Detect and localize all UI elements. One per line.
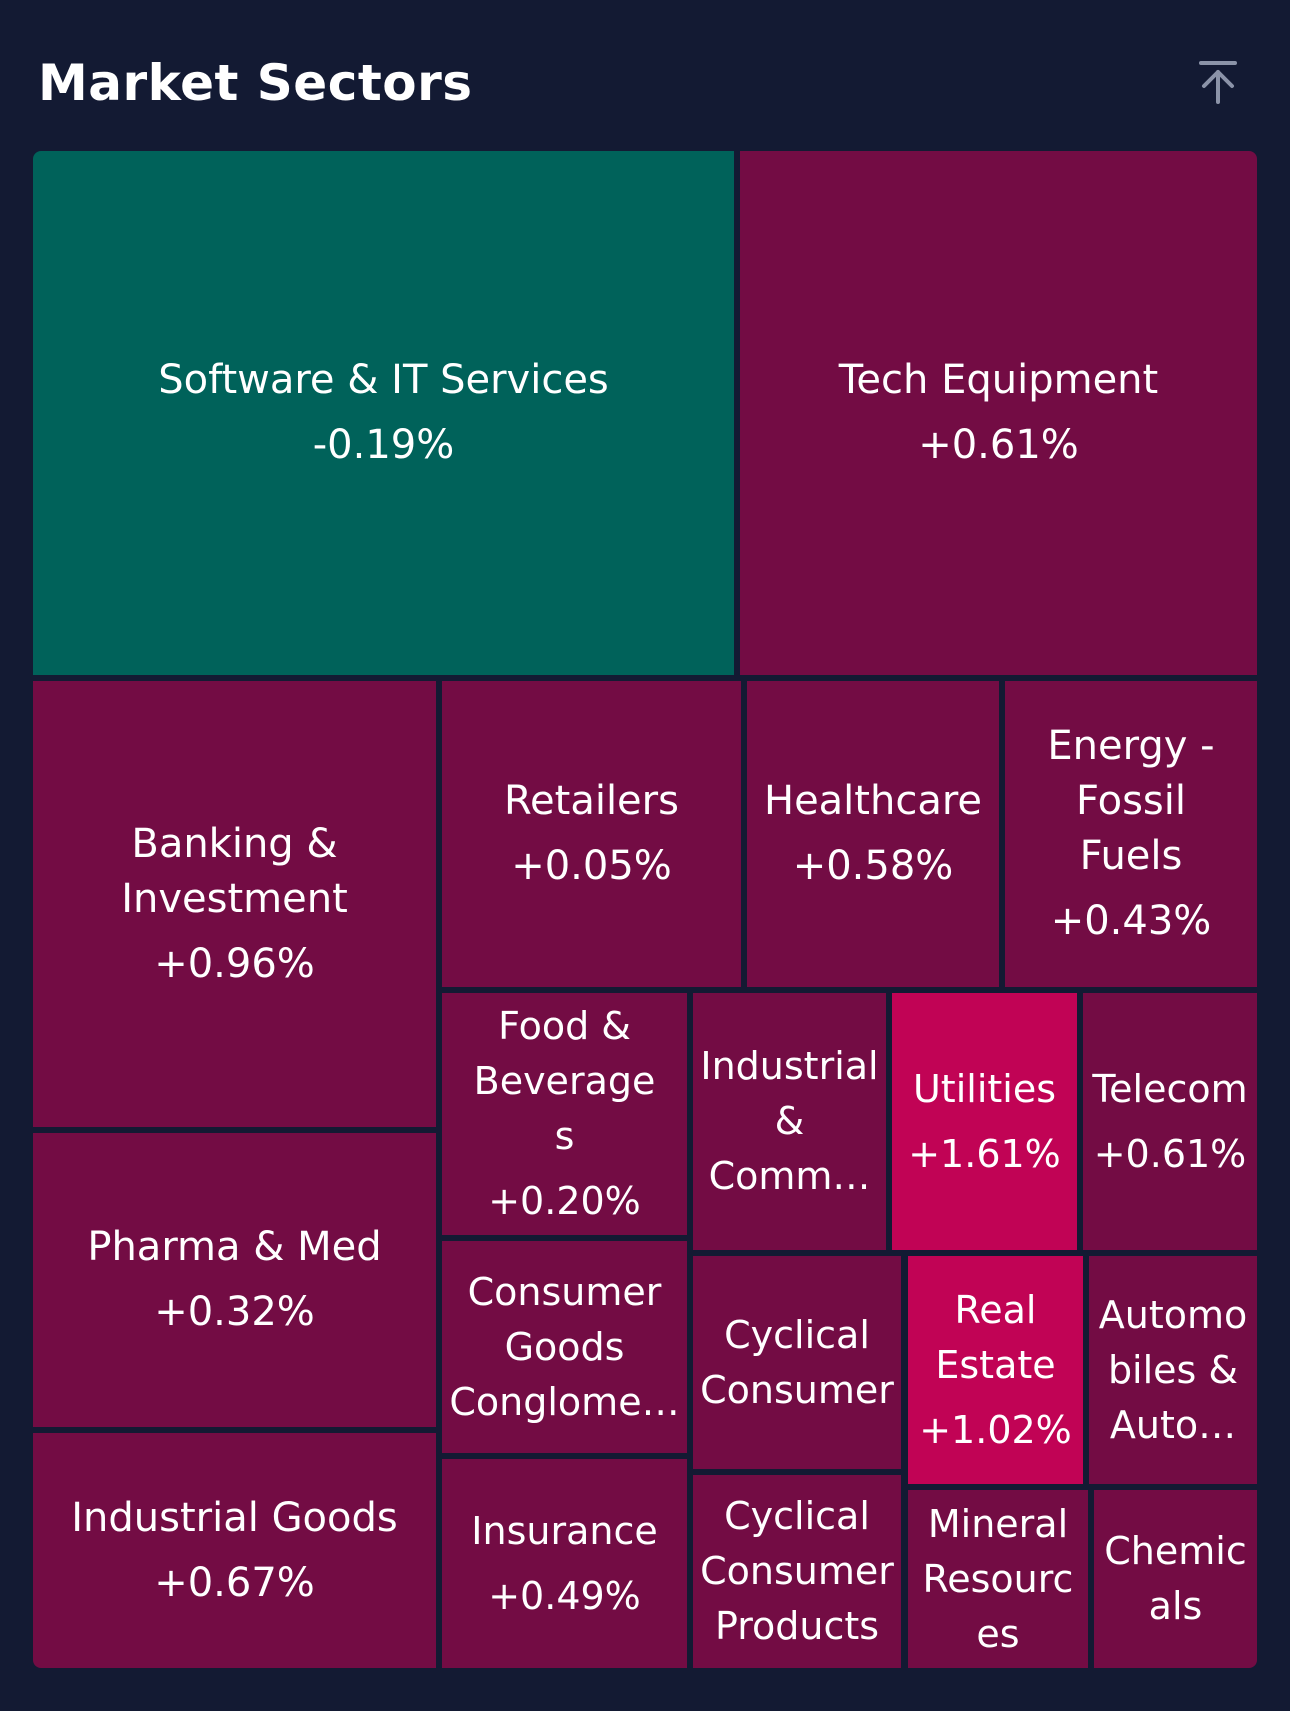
sector-change: +0.32% xyxy=(154,1289,315,1335)
sector-tile-industrial-goods[interactable]: Industrial Goods +0.67% xyxy=(33,1433,436,1668)
sector-name: Cyclical Consumer xyxy=(700,1312,894,1412)
sector-tile-cyclical-consumer[interactable]: Cyclical Consumer xyxy=(693,1256,901,1469)
sector-change: +0.58% xyxy=(792,843,954,889)
sector-name: Retailers xyxy=(504,778,679,824)
sector-tile-banking-investment[interactable]: Banking & Investment +0.96% xyxy=(33,681,436,1127)
sector-change: +0.20% xyxy=(488,1179,641,1223)
collapse-button[interactable] xyxy=(1190,54,1246,110)
sector-name: Banking & Investment xyxy=(121,820,348,922)
sector-change: +0.61% xyxy=(1093,1131,1247,1176)
sector-tile-cyclical-consumer-products[interactable]: Cyclical Consumer Products xyxy=(693,1475,901,1668)
sector-name: Healthcare xyxy=(763,778,983,824)
sector-name: Consumer Goods Conglome… xyxy=(449,1269,680,1424)
sector-name: Utilities xyxy=(912,1066,1057,1111)
sector-name: Software & IT Services xyxy=(158,357,609,403)
sector-tile-food-beverages[interactable]: Food & Beverages +0.20% xyxy=(442,993,687,1235)
sector-name: Chemicals xyxy=(1104,1529,1247,1628)
sector-name: Energy - Fossil Fuels xyxy=(1047,723,1215,879)
sector-tile-consumer-goods-conglomerates[interactable]: Consumer Goods Conglome… xyxy=(442,1241,687,1453)
sector-change: +1.02% xyxy=(919,1407,1072,1452)
sector-name: Tech Equipment xyxy=(838,357,1159,403)
sector-tile-chemicals[interactable]: Chemicals xyxy=(1094,1490,1257,1668)
sector-tile-industrial-commercial[interactable]: Industrial & Comm… xyxy=(693,993,886,1250)
sector-tile-software-it-services[interactable]: Software & IT Services -0.19% xyxy=(33,151,734,675)
sector-name: Pharma & Med xyxy=(87,1224,382,1270)
arrow-up-to-line-icon xyxy=(1199,61,1237,104)
page-title: Market Sectors xyxy=(38,54,473,112)
sector-tile-telecom[interactable]: Telecom +0.61% xyxy=(1083,993,1257,1250)
sector-name: Automobiles & Auto… xyxy=(1098,1292,1248,1447)
sector-name: Cyclical Consumer Products xyxy=(700,1494,894,1648)
sector-tile-mineral-resources[interactable]: Mineral Resources xyxy=(908,1490,1088,1668)
sector-tile-healthcare[interactable]: Healthcare +0.58% xyxy=(747,681,999,987)
sector-tile-energy-fossil-fuels[interactable]: Energy - Fossil Fuels +0.43% xyxy=(1005,681,1257,987)
sector-name: Industrial & Comm… xyxy=(700,1044,879,1198)
header: Market Sectors xyxy=(38,48,473,118)
sector-change: -0.19% xyxy=(312,422,455,468)
sector-tile-retailers[interactable]: Retailers +0.05% xyxy=(442,681,741,987)
sector-tile-automobiles[interactable]: Automobiles & Auto… xyxy=(1089,1256,1257,1484)
sector-name: Real Estate xyxy=(935,1287,1056,1387)
sector-tile-pharma-med[interactable]: Pharma & Med +0.32% xyxy=(33,1133,436,1427)
sector-tile-real-estate[interactable]: Real Estate +1.02% xyxy=(908,1256,1083,1484)
sector-name: Insurance xyxy=(471,1508,658,1553)
sector-tile-insurance[interactable]: Insurance +0.49% xyxy=(442,1459,687,1668)
sector-name: Mineral Resources xyxy=(922,1501,1074,1656)
sector-tile-utilities[interactable]: Utilities +1.61% xyxy=(892,993,1077,1250)
sector-change: +0.96% xyxy=(154,940,315,987)
sector-change: +0.43% xyxy=(1050,898,1212,944)
sector-tile-tech-equipment[interactable]: Tech Equipment +0.61% xyxy=(740,151,1257,675)
sector-name: Food & Beverages xyxy=(473,1004,656,1158)
sector-name: Industrial Goods xyxy=(71,1494,398,1541)
sector-change: +0.05% xyxy=(511,843,672,889)
sector-change: +0.61% xyxy=(918,422,1079,468)
sector-change: +0.67% xyxy=(154,1559,315,1606)
sector-change: +0.49% xyxy=(488,1573,641,1618)
sector-name: Telecom xyxy=(1092,1066,1248,1111)
sector-change: +1.61% xyxy=(908,1131,1061,1176)
